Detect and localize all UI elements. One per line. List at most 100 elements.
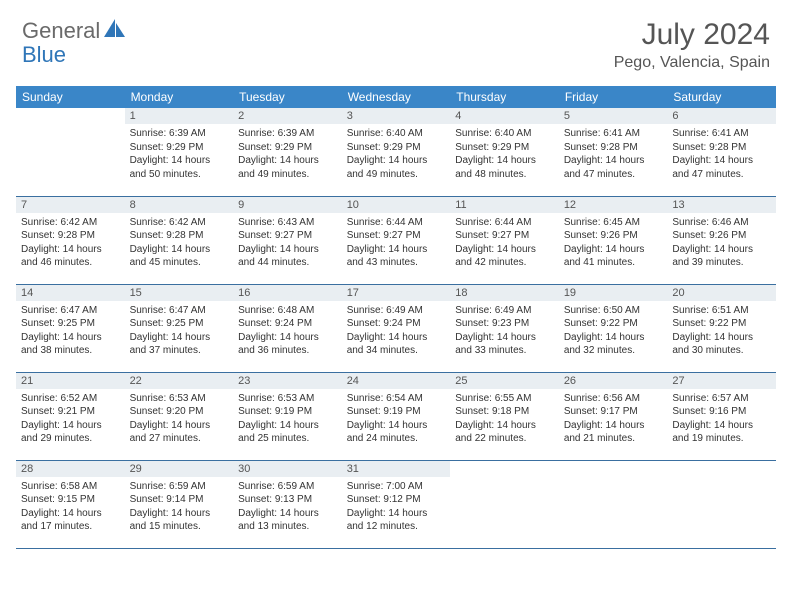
sunset-text: Sunset: 9:19 PM xyxy=(238,405,337,419)
day-number: 29 xyxy=(125,461,234,477)
calendar-day-cell: 7Sunrise: 6:42 AMSunset: 9:28 PMDaylight… xyxy=(16,196,125,284)
calendar-day-cell: 27Sunrise: 6:57 AMSunset: 9:16 PMDayligh… xyxy=(667,372,776,460)
sunset-text: Sunset: 9:27 PM xyxy=(238,229,337,243)
calendar-day-cell: 19 Sunrise: 6:50 AMSunset: 9:22 PMDayligh… xyxy=(559,284,668,372)
day-details: Sunrise: 6:48 AMSunset: 9:24 PMDaylight:… xyxy=(233,301,342,363)
weekday-header: Thursday xyxy=(450,86,559,108)
day-details: Sunrise: 6:42 AMSunset: 9:28 PMDaylight:… xyxy=(125,213,234,275)
day-number: 25 xyxy=(450,373,559,389)
sunset-text: Sunset: 9:28 PM xyxy=(130,229,229,243)
calendar-day-cell: 6Sunrise: 6:41 AMSunset: 9:28 PMDaylight… xyxy=(667,108,776,196)
sunset-text: Sunset: 9:22 PM xyxy=(564,317,663,331)
day-number: 3 xyxy=(342,108,451,124)
daylight-text: Daylight: 14 hours and 47 minutes. xyxy=(672,154,771,181)
sunset-text: Sunset: 9:25 PM xyxy=(21,317,120,331)
day-number: 20 xyxy=(667,285,776,301)
daylight-text: Daylight: 14 hours and 39 minutes. xyxy=(672,243,771,270)
calendar-day-cell xyxy=(450,460,559,548)
daylight-text: Daylight: 14 hours and 37 minutes. xyxy=(130,331,229,358)
day-details: Sunrise: 6:44 AMSunset: 9:27 PMDaylight:… xyxy=(450,213,559,275)
day-details: Sunrise: 6:59 AMSunset: 9:14 PMDaylight:… xyxy=(125,477,234,539)
daylight-text: Daylight: 14 hours and 34 minutes. xyxy=(347,331,446,358)
sunset-text: Sunset: 9:23 PM xyxy=(455,317,554,331)
sunrise-text: Sunrise: 6:46 AM xyxy=(672,216,771,230)
calendar-day-cell: 23Sunrise: 6:53 AMSunset: 9:19 PMDayligh… xyxy=(233,372,342,460)
sunset-text: Sunset: 9:17 PM xyxy=(564,405,663,419)
calendar-day-cell: 28Sunrise: 6:58 AMSunset: 9:15 PMDayligh… xyxy=(16,460,125,548)
day-details: Sunrise: 6:39 AMSunset: 9:29 PMDaylight:… xyxy=(125,124,234,186)
day-details: Sunrise: 6:43 AMSunset: 9:27 PMDaylight:… xyxy=(233,213,342,275)
day-number: 2 xyxy=(233,108,342,124)
calendar-day-cell xyxy=(16,108,125,196)
daylight-text: Daylight: 14 hours and 47 minutes. xyxy=(564,154,663,181)
daylight-text: Daylight: 14 hours and 41 minutes. xyxy=(564,243,663,270)
weekday-header: Saturday xyxy=(667,86,776,108)
sunset-text: Sunset: 9:14 PM xyxy=(130,493,229,507)
calendar-week-row: 7Sunrise: 6:42 AMSunset: 9:28 PMDaylight… xyxy=(16,196,776,284)
day-number: 7 xyxy=(16,197,125,213)
sunset-text: Sunset: 9:27 PM xyxy=(455,229,554,243)
day-details: Sunrise: 6:47 AMSunset: 9:25 PMDaylight:… xyxy=(16,301,125,363)
sunset-text: Sunset: 9:21 PM xyxy=(21,405,120,419)
daylight-text: Daylight: 14 hours and 32 minutes. xyxy=(564,331,663,358)
sunrise-text: Sunrise: 6:58 AM xyxy=(21,480,120,494)
sunrise-text: Sunrise: 6:53 AM xyxy=(130,392,229,406)
day-number: 13 xyxy=(667,197,776,213)
day-number: 26 xyxy=(559,373,668,389)
sunrise-text: Sunrise: 6:59 AM xyxy=(238,480,337,494)
day-number: 17 xyxy=(342,285,451,301)
sunrise-text: Sunrise: 6:48 AM xyxy=(238,304,337,318)
sunset-text: Sunset: 9:26 PM xyxy=(672,229,771,243)
daylight-text: Daylight: 14 hours and 50 minutes. xyxy=(130,154,229,181)
calendar-day-cell: 11Sunrise: 6:44 AMSunset: 9:27 PMDayligh… xyxy=(450,196,559,284)
daylight-text: Daylight: 14 hours and 15 minutes. xyxy=(130,507,229,534)
sunrise-text: Sunrise: 7:00 AM xyxy=(347,480,446,494)
brand-part2: Blue xyxy=(22,42,66,67)
calendar-day-cell: 3Sunrise: 6:40 AMSunset: 9:29 PMDaylight… xyxy=(342,108,451,196)
calendar-day-cell: 13 Sunrise: 6:46 AMSunset: 9:26 PMDayligh… xyxy=(667,196,776,284)
sunset-text: Sunset: 9:25 PM xyxy=(130,317,229,331)
sunset-text: Sunset: 9:27 PM xyxy=(347,229,446,243)
day-number: 22 xyxy=(125,373,234,389)
sunrise-text: Sunrise: 6:42 AM xyxy=(21,216,120,230)
title-block: July 2024 Pego, Valencia, Spain xyxy=(614,18,770,72)
sunset-text: Sunset: 9:24 PM xyxy=(347,317,446,331)
sunrise-text: Sunrise: 6:40 AM xyxy=(347,127,446,141)
sunrise-text: Sunrise: 6:44 AM xyxy=(347,216,446,230)
brand-logo: General xyxy=(22,18,128,44)
daylight-text: Daylight: 14 hours and 44 minutes. xyxy=(238,243,337,270)
sunrise-text: Sunrise: 6:43 AM xyxy=(238,216,337,230)
daylight-text: Daylight: 14 hours and 43 minutes. xyxy=(347,243,446,270)
sunset-text: Sunset: 9:28 PM xyxy=(564,141,663,155)
sunrise-text: Sunrise: 6:50 AM xyxy=(564,304,663,318)
day-number: 30 xyxy=(233,461,342,477)
sunrise-text: Sunrise: 6:39 AM xyxy=(130,127,229,141)
day-number: 1 xyxy=(125,108,234,124)
sunset-text: Sunset: 9:12 PM xyxy=(347,493,446,507)
calendar-day-cell xyxy=(559,460,668,548)
weekday-header: Friday xyxy=(559,86,668,108)
sail-icon xyxy=(104,19,126,44)
sunset-text: Sunset: 9:29 PM xyxy=(130,141,229,155)
day-details: Sunrise: 6:57 AMSunset: 9:16 PMDaylight:… xyxy=(667,389,776,451)
calendar-day-cell: 1Sunrise: 6:39 AMSunset: 9:29 PMDaylight… xyxy=(125,108,234,196)
calendar-day-cell: 22Sunrise: 6:53 AMSunset: 9:20 PMDayligh… xyxy=(125,372,234,460)
day-number: 19 xyxy=(559,285,668,301)
daylight-text: Daylight: 14 hours and 30 minutes. xyxy=(672,331,771,358)
weekday-header: Wednesday xyxy=(342,86,451,108)
calendar-day-cell: 10Sunrise: 6:44 AMSunset: 9:27 PMDayligh… xyxy=(342,196,451,284)
day-number: 16 xyxy=(233,285,342,301)
month-title: July 2024 xyxy=(614,18,770,52)
day-details: Sunrise: 6:49 AMSunset: 9:23 PMDaylight:… xyxy=(450,301,559,363)
sunset-text: Sunset: 9:16 PM xyxy=(672,405,771,419)
calendar-day-cell: 14Sunrise: 6:47 AMSunset: 9:25 PMDayligh… xyxy=(16,284,125,372)
sunrise-text: Sunrise: 6:40 AM xyxy=(455,127,554,141)
day-details: Sunrise: 6:56 AMSunset: 9:17 PMDaylight:… xyxy=(559,389,668,451)
location-label: Pego, Valencia, Spain xyxy=(614,54,770,72)
sunrise-text: Sunrise: 6:51 AM xyxy=(672,304,771,318)
day-number: 31 xyxy=(342,461,451,477)
sunrise-text: Sunrise: 6:59 AM xyxy=(130,480,229,494)
calendar-day-cell: 18Sunrise: 6:49 AMSunset: 9:23 PMDayligh… xyxy=(450,284,559,372)
sunrise-text: Sunrise: 6:49 AM xyxy=(455,304,554,318)
sunrise-text: Sunrise: 6:42 AM xyxy=(130,216,229,230)
